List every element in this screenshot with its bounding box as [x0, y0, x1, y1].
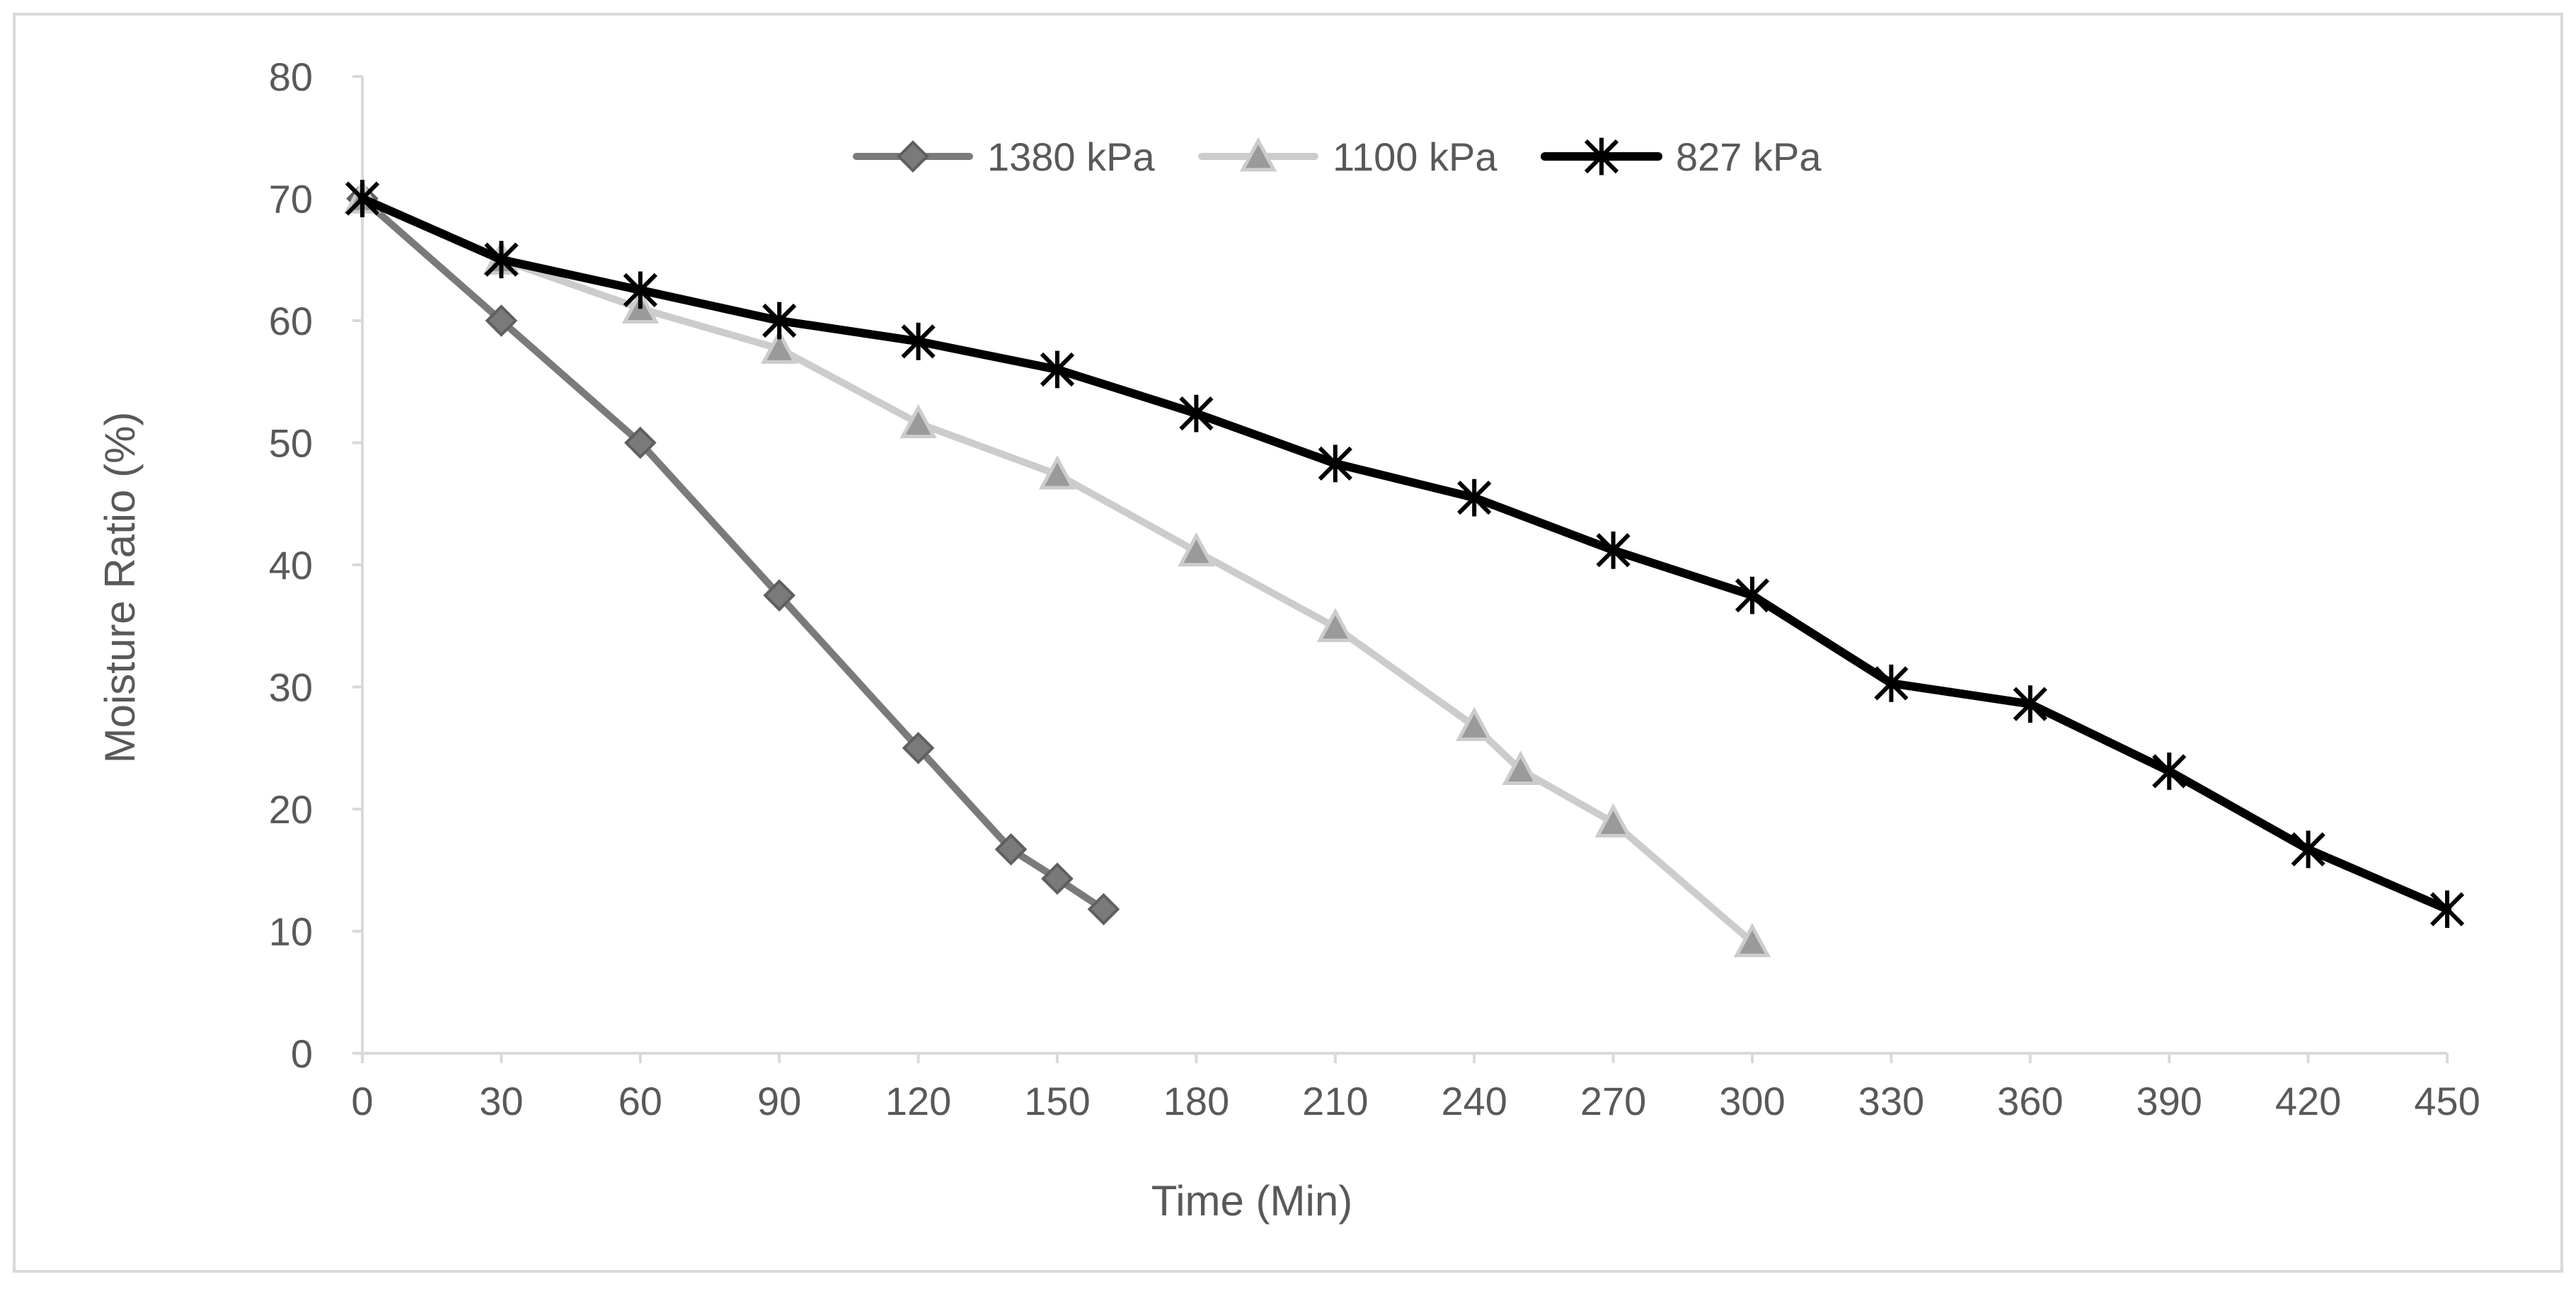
data-point	[484, 241, 519, 279]
data-point	[1457, 479, 1492, 517]
chart-border	[13, 13, 2563, 1273]
y-tick-label: 0	[291, 1031, 313, 1076]
data-point	[1596, 531, 1631, 569]
data-point	[1318, 445, 1352, 483]
data-point	[901, 322, 936, 360]
data-point	[1874, 664, 1909, 702]
data-point	[1087, 893, 1120, 926]
data-point	[2430, 890, 2465, 928]
data-point	[485, 304, 518, 337]
y-tick-label: 30	[269, 665, 313, 710]
data-point	[623, 271, 657, 309]
data-point	[1041, 862, 1074, 895]
data-point	[1594, 803, 1632, 838]
y-tick-label: 40	[269, 543, 313, 588]
y-tick-label: 50	[269, 421, 313, 466]
legend-label: 1380 kPa	[987, 134, 1155, 179]
x-tick-label: 300	[1719, 1079, 1785, 1123]
y-axis-title: Moisture Ratio (%)	[96, 412, 144, 764]
legend-swatch-marker	[1584, 137, 1619, 176]
data-point	[1735, 576, 1770, 614]
legend-entry-2: 1100 kPa	[1198, 134, 1497, 179]
legend-entry-3: 827 kPa	[1541, 134, 1822, 179]
x-tick-label: 420	[2275, 1079, 2341, 1123]
data-point	[1456, 706, 1493, 741]
y-tick-label: 80	[269, 55, 313, 99]
series-layer	[343, 179, 2465, 958]
x-tick-label: 150	[1024, 1079, 1090, 1123]
x-tick-label: 90	[757, 1079, 801, 1123]
series-3	[345, 180, 2465, 928]
legend-swatch-marker	[897, 140, 929, 173]
y-tick-label: 60	[269, 299, 313, 343]
x-tick-label: 120	[885, 1079, 951, 1123]
x-tick-label: 240	[1441, 1079, 1507, 1123]
axes: 0 30 60 90 120 150 180 210 240 270 300 330 360 390 420…	[269, 55, 2480, 1123]
data-point	[761, 329, 798, 364]
data-point	[899, 403, 937, 439]
data-point	[2291, 830, 2325, 869]
data-point	[1502, 750, 1539, 785]
y-tick-label: 20	[269, 787, 313, 832]
legend-swatch-marker	[1239, 137, 1277, 172]
x-tick-label: 30	[479, 1079, 523, 1123]
data-point	[762, 302, 797, 340]
legend: 1380 kPa 1100 kPa 827 kPa	[853, 134, 1822, 179]
y-tick-label: 10	[269, 910, 313, 954]
x-tick-label: 60	[619, 1079, 662, 1123]
x-tick-label: 180	[1163, 1079, 1229, 1123]
x-tick-label: 390	[2136, 1079, 2202, 1123]
x-tick-label: 450	[2414, 1079, 2480, 1123]
legend-label: 1100 kPa	[1333, 134, 1497, 179]
series-line	[358, 194, 2451, 914]
x-axis-title: Time (Min)	[1151, 1177, 1352, 1225]
data-point	[994, 833, 1028, 866]
y-tick-label: 70	[269, 177, 313, 222]
data-point	[2152, 752, 2187, 790]
x-tick-label: 330	[1858, 1079, 1924, 1123]
x-tick-label: 360	[1997, 1079, 2063, 1123]
legend-entry-1: 1380 kPa	[853, 134, 1155, 179]
data-point	[1178, 532, 1215, 567]
data-point	[345, 180, 380, 217]
data-point	[763, 579, 796, 612]
data-point	[1179, 394, 1214, 432]
legend-label: 827 kPa	[1676, 134, 1822, 179]
data-point	[902, 731, 935, 764]
x-tick-label: 0	[351, 1079, 373, 1123]
data-point	[1038, 455, 1076, 490]
x-tick-label: 270	[1580, 1079, 1646, 1123]
data-point	[1733, 922, 1771, 958]
data-point	[2013, 685, 2047, 723]
series-line	[359, 195, 1756, 946]
data-point	[623, 426, 657, 459]
data-point	[1316, 607, 1354, 643]
x-tick-label: 210	[1302, 1079, 1368, 1123]
data-point	[1040, 350, 1075, 389]
